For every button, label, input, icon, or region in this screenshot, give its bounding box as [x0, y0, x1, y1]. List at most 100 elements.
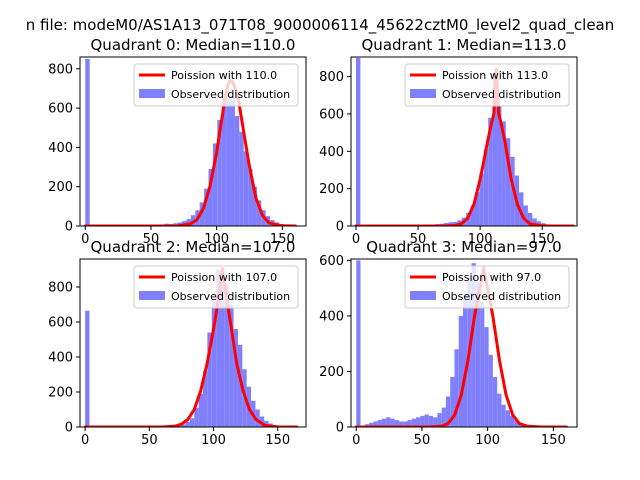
histogram-bar — [85, 310, 90, 427]
histogram-bar — [226, 98, 231, 226]
x-tick-label: 50 — [414, 433, 431, 448]
histogram-bar — [484, 327, 489, 427]
histogram-bar — [407, 420, 412, 427]
y-tick-label: 600 — [319, 107, 344, 122]
histogram-bar — [220, 287, 225, 427]
histogram-bar — [509, 415, 515, 427]
histogram-bar — [264, 420, 269, 427]
y-tick-label: 400 — [319, 145, 344, 160]
histogram-bar — [203, 371, 208, 427]
y-tick-label: 800 — [48, 281, 73, 296]
histogram-bar — [416, 417, 421, 427]
histogram-bar — [488, 354, 493, 427]
plot-area — [83, 58, 301, 226]
histogram-bar — [239, 131, 244, 226]
y-tick-label: 0 — [65, 421, 73, 436]
histogram-bar — [255, 409, 260, 427]
x-tick-label: 150 — [265, 433, 290, 448]
histogram-bar — [248, 169, 253, 226]
histogram-bar — [501, 404, 506, 427]
histogram-bar — [381, 418, 387, 427]
histogram-bar — [463, 293, 468, 427]
histogram-bar — [199, 202, 205, 226]
axes-frame — [79, 258, 307, 428]
histogram-bar — [428, 415, 434, 427]
poisson-curve — [354, 67, 575, 226]
histogram-bar — [519, 192, 524, 226]
histogram-bar — [208, 169, 213, 226]
histogram-bar — [224, 283, 230, 427]
histogram-bar — [211, 301, 217, 427]
x-tick-label: 100 — [475, 433, 500, 448]
histogram-bar — [433, 417, 438, 427]
x-tick-label: 50 — [410, 232, 427, 247]
x-tick-label: 50 — [143, 232, 160, 247]
histogram-bar — [488, 117, 493, 226]
histogram-bar — [216, 269, 221, 427]
y-tick-label: 600 — [48, 316, 73, 331]
histogram-bar — [217, 119, 222, 226]
legend-label-observed: Observed distribution — [171, 88, 290, 101]
histogram-bar — [204, 188, 209, 226]
histogram-bar — [492, 377, 498, 427]
legend: Poission with 107.0 Observed distribution — [133, 265, 299, 309]
histogram-bar — [448, 222, 453, 226]
histogram-bar — [237, 344, 243, 427]
subplot-quadrant-0: 0 50 100 150 0 200 400 600 800 Quadrant 0: Median… — [48, 36, 307, 247]
axes-frame — [350, 56, 578, 227]
legend-box — [404, 265, 570, 309]
legend-patch-swatch — [410, 291, 436, 300]
histogram-bar — [536, 221, 542, 226]
y-tick-label: 0 — [65, 220, 73, 235]
histogram-bar — [233, 329, 238, 427]
histogram-bar — [398, 421, 404, 427]
y-tick-label: 200 — [48, 386, 73, 401]
figure-suptitle: n file: modeM0/AS1A13_071T08_9000006114_… — [26, 16, 615, 35]
legend-box — [133, 265, 299, 309]
legend-patch-swatch — [410, 89, 436, 98]
legend: Poission with 110.0 Observed distribution — [133, 63, 299, 107]
x-tick-label: 100 — [201, 433, 226, 448]
y-tick-label: 800 — [319, 70, 344, 85]
x-tick-label: 0 — [352, 433, 360, 448]
x-tick-label: 50 — [141, 433, 158, 448]
subplot-title: Quadrant 0: Median=110.0 — [91, 36, 296, 54]
histogram-bar — [377, 420, 382, 427]
histogram-bar — [505, 138, 511, 226]
legend-label-observed: Observed distribution — [442, 290, 561, 303]
x-tick-label: 0 — [352, 232, 360, 247]
histogram-bar — [207, 332, 212, 427]
histogram-bar — [212, 143, 218, 226]
subplot-quadrant-3: 0 50 100 150 0 200 400 600 Quadrant 3: Median=97… — [319, 238, 578, 448]
legend: Poission with 97.0 Observed distribution — [404, 265, 570, 309]
histogram-bar — [256, 200, 262, 226]
histogram-bar — [356, 260, 361, 427]
x-tick-label: 0 — [81, 433, 89, 448]
histogram-bar — [454, 349, 459, 427]
histogram-bar — [497, 393, 502, 427]
histogram-bar — [403, 421, 408, 427]
histogram-bar — [470, 205, 475, 226]
histogram-bar — [186, 219, 191, 226]
histogram-bar — [458, 315, 464, 427]
x-tick-label: 150 — [270, 232, 295, 247]
histogram-bar — [480, 302, 485, 427]
histogram-bar — [450, 377, 455, 427]
x-tick-label: 100 — [204, 232, 229, 247]
histogram-bar — [369, 422, 374, 427]
histogram-bar — [181, 424, 186, 427]
histogram-bar — [523, 205, 528, 226]
histogram-bar — [424, 414, 429, 427]
histogram-bar — [437, 413, 442, 427]
legend-label-poisson: Poission with 97.0 — [442, 271, 541, 284]
x-tick-label: 100 — [468, 232, 493, 247]
y-tick-label: 200 — [319, 182, 344, 197]
histogram-bar — [198, 393, 204, 427]
legend-patch-swatch — [139, 291, 165, 300]
histogram-bar — [420, 415, 425, 427]
y-tick-label: 600 — [319, 254, 344, 269]
histogram-bar — [386, 417, 391, 427]
histogram-bar — [373, 421, 378, 427]
plot-area — [354, 57, 575, 226]
legend-label-observed: Observed distribution — [171, 290, 290, 303]
